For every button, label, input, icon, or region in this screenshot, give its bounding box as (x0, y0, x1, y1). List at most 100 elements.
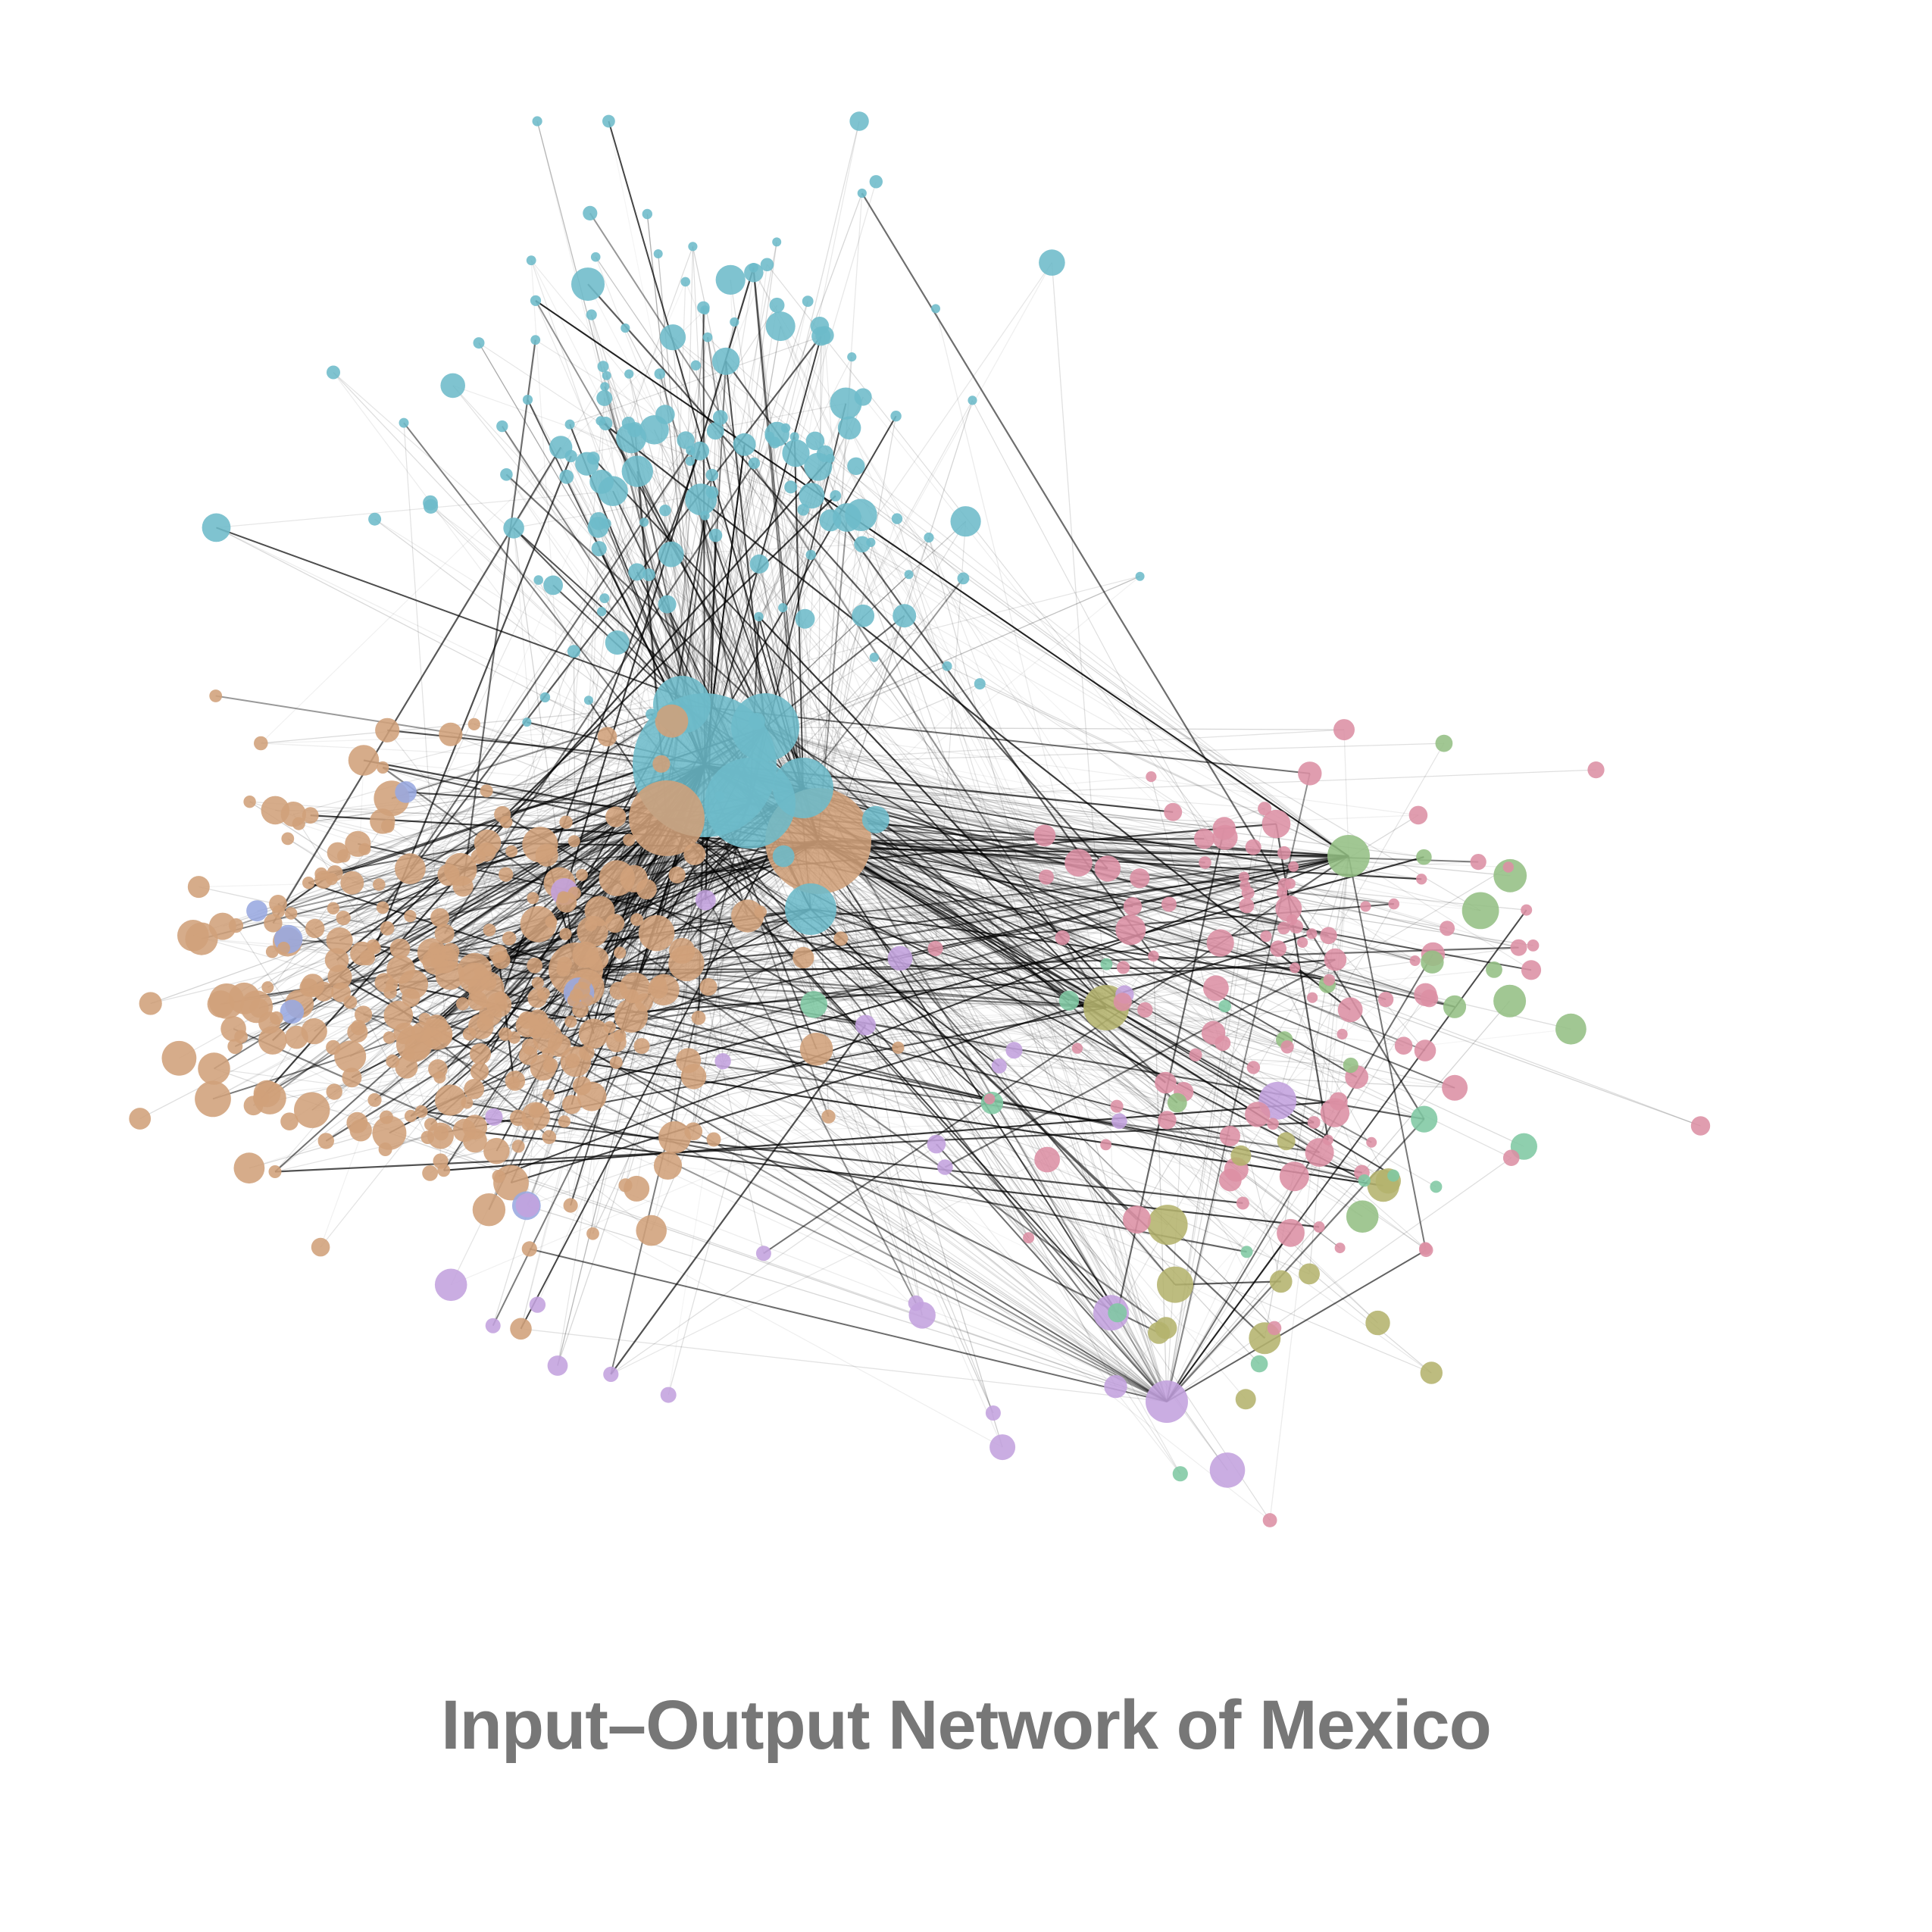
edge (358, 843, 1107, 1008)
edge (818, 840, 1329, 1141)
edge (610, 1024, 867, 1375)
network-node (139, 992, 162, 1015)
network-node (1267, 1321, 1282, 1336)
network-node (474, 963, 486, 977)
edge (464, 1130, 1168, 1402)
network-node (368, 512, 382, 526)
network-node (559, 927, 572, 940)
network-node (660, 1386, 677, 1403)
network-node (326, 927, 353, 955)
edge (681, 246, 694, 705)
edge (802, 335, 826, 789)
edge (489, 1014, 1168, 1402)
network-node (270, 1011, 283, 1025)
edge (538, 958, 1336, 1021)
edge (810, 908, 1243, 1204)
network-node (1130, 868, 1150, 889)
edge (288, 704, 683, 940)
edge (672, 336, 775, 443)
network-node (805, 431, 825, 451)
network-node (1117, 961, 1130, 974)
network-node (1135, 571, 1145, 581)
network-node (1236, 1196, 1249, 1210)
network-node (327, 365, 340, 380)
network-node (638, 914, 675, 952)
network-node (483, 924, 496, 936)
network-node (659, 505, 671, 517)
edge (666, 818, 993, 1104)
network-node (209, 689, 223, 702)
network-node (887, 946, 913, 971)
network-node (1239, 898, 1255, 914)
edge (467, 1102, 1247, 1253)
network-node (299, 978, 318, 997)
network-node (1421, 950, 1444, 974)
network-node (576, 868, 588, 881)
network-node (603, 1366, 619, 1382)
network-node (386, 979, 399, 991)
network-node (1206, 929, 1234, 957)
network-node (355, 1005, 373, 1024)
network-node (1333, 719, 1355, 741)
edge (810, 908, 1336, 1114)
network-node (383, 1031, 396, 1044)
network-node (195, 1080, 231, 1118)
network-node (613, 1029, 627, 1043)
edge (830, 458, 1168, 1402)
network-node (559, 815, 573, 829)
network-node (869, 175, 883, 189)
network-node (367, 1093, 382, 1107)
edge (693, 1076, 1168, 1402)
network-node (599, 593, 610, 604)
edge (260, 458, 831, 1099)
network-node (559, 469, 574, 484)
edge (749, 769, 1596, 804)
network-node (621, 417, 636, 430)
network-node (1360, 901, 1371, 912)
network-node (658, 541, 684, 567)
network-node (1269, 1270, 1293, 1293)
edge (764, 727, 1315, 1124)
network-node (609, 1055, 623, 1069)
edge (764, 727, 1345, 730)
edge (667, 1165, 1137, 1221)
edge (374, 818, 667, 949)
edge (227, 1000, 1351, 1066)
network-node (792, 946, 814, 969)
edge (575, 1061, 1383, 1187)
network-node (891, 513, 903, 524)
edge (389, 992, 1168, 1402)
network-node (430, 908, 450, 927)
network-node (563, 1198, 578, 1213)
figure-title: Input–Output Network of Mexico (441, 1687, 1492, 1764)
edge (802, 787, 1404, 1046)
network-node (677, 431, 695, 449)
network-node (1416, 849, 1432, 865)
network-node (380, 921, 395, 936)
edge (704, 326, 781, 766)
edge (383, 981, 1362, 1174)
network-node (472, 1193, 506, 1227)
edge (557, 499, 702, 1366)
network-node (530, 295, 542, 306)
network-node (802, 295, 814, 307)
network-node (1408, 805, 1428, 825)
edge (818, 416, 897, 842)
edge (681, 509, 804, 705)
network-node (602, 370, 611, 380)
network-node (1058, 990, 1080, 1011)
network-node (1305, 1138, 1334, 1168)
network-node (325, 873, 338, 886)
network-node (950, 506, 981, 537)
edge (1166, 994, 1427, 1402)
edge (870, 542, 1275, 1329)
edge (752, 267, 804, 789)
edge (810, 908, 1266, 1339)
edge (274, 1121, 1315, 1173)
network-node (699, 978, 717, 996)
network-node (340, 871, 364, 895)
network-node (1215, 1035, 1231, 1052)
network-node (1343, 1057, 1358, 1074)
network-node (714, 1053, 731, 1070)
